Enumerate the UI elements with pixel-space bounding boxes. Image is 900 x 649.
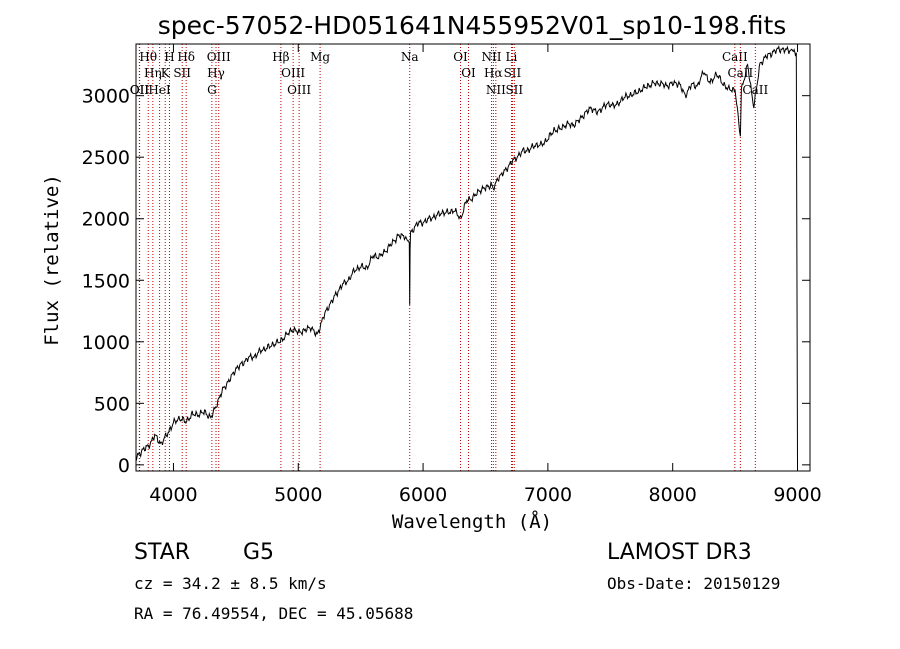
spectral-line-label: Hα (484, 66, 503, 80)
x-tick-label: 5000 (274, 484, 322, 506)
y-tick-label: 1000 (82, 332, 130, 354)
x-tick-label: 7000 (524, 484, 572, 506)
spectral-line-label: H (164, 50, 174, 64)
y-tick-label: 500 (94, 393, 130, 415)
spectrum-line (135, 45, 798, 465)
spectral-line-label: Hδ (177, 50, 195, 64)
spectral-line-label: OI (453, 50, 468, 64)
survey-name: LAMOST DR3 (607, 540, 752, 565)
spectral-line-label: OIII (287, 83, 311, 97)
y-tick-label: 0 (118, 455, 130, 477)
y-tick-label: 3000 (82, 86, 130, 108)
spectral-line-label: K (161, 66, 171, 80)
spectral-line-label: SII (505, 83, 523, 97)
spectral-line-label: OIII (281, 66, 305, 80)
coordinates: RA = 76.49554, DEC = 45.05688 (134, 604, 414, 623)
spectral-line-label: Na (401, 50, 419, 64)
x-tick-label: 4000 (149, 484, 197, 506)
object-class: STAR (134, 540, 191, 565)
spectrum-series (135, 45, 798, 465)
axis-ticks: 4000 5000 6000 7000 8000 9000 0 500 1000 1500 2000… (82, 44, 822, 506)
spectral-line-label: NII (481, 50, 501, 64)
spectral-line-label: Hγ (207, 66, 225, 80)
spectral-line-label: SII (504, 66, 522, 80)
redshift-velocity: cz = 34.2 ± 8.5 km/s (134, 574, 327, 593)
x-axis-label: Wavelength (Å) (392, 510, 552, 533)
observation-date: Obs-Date: 20150129 (607, 574, 781, 593)
spectral-line-label: Mg (310, 50, 330, 64)
spectral-line-label: CaII (722, 50, 748, 64)
spectral-line-label: Hβ (272, 50, 289, 64)
y-tick-label: 2500 (82, 147, 130, 169)
x-tick-label: 8000 (649, 484, 697, 506)
spectral-line-label: HeI (148, 83, 171, 97)
spectral-line-label: Hη (144, 66, 162, 80)
plot-frame (135, 43, 811, 472)
spectral-line-label: CaII (727, 66, 753, 80)
object-subclass: G5 (243, 540, 275, 565)
spectral-line-label: G (207, 83, 217, 97)
spectral-line-label: CaII (742, 83, 768, 97)
spectral-line-label: OIII (207, 50, 231, 64)
spectral-line-label: Hθ (139, 50, 157, 64)
y-tick-label: 1500 (82, 270, 130, 292)
x-tick-label: 9000 (773, 484, 821, 506)
spectral-line-label: Li (506, 50, 518, 64)
spectral-line-label: NII (486, 83, 506, 97)
spectral-line-label: SII (173, 66, 191, 80)
x-tick-label: 6000 (399, 484, 447, 506)
spectral-line-label: OI (461, 66, 476, 80)
y-axis-label: Flux (relative) (41, 174, 63, 346)
y-tick-label: 2000 (82, 209, 130, 231)
chart-title: spec-57052-HD051641N455952V01_sp10-198.f… (158, 11, 787, 40)
spectral-line-label: OII (130, 83, 150, 97)
